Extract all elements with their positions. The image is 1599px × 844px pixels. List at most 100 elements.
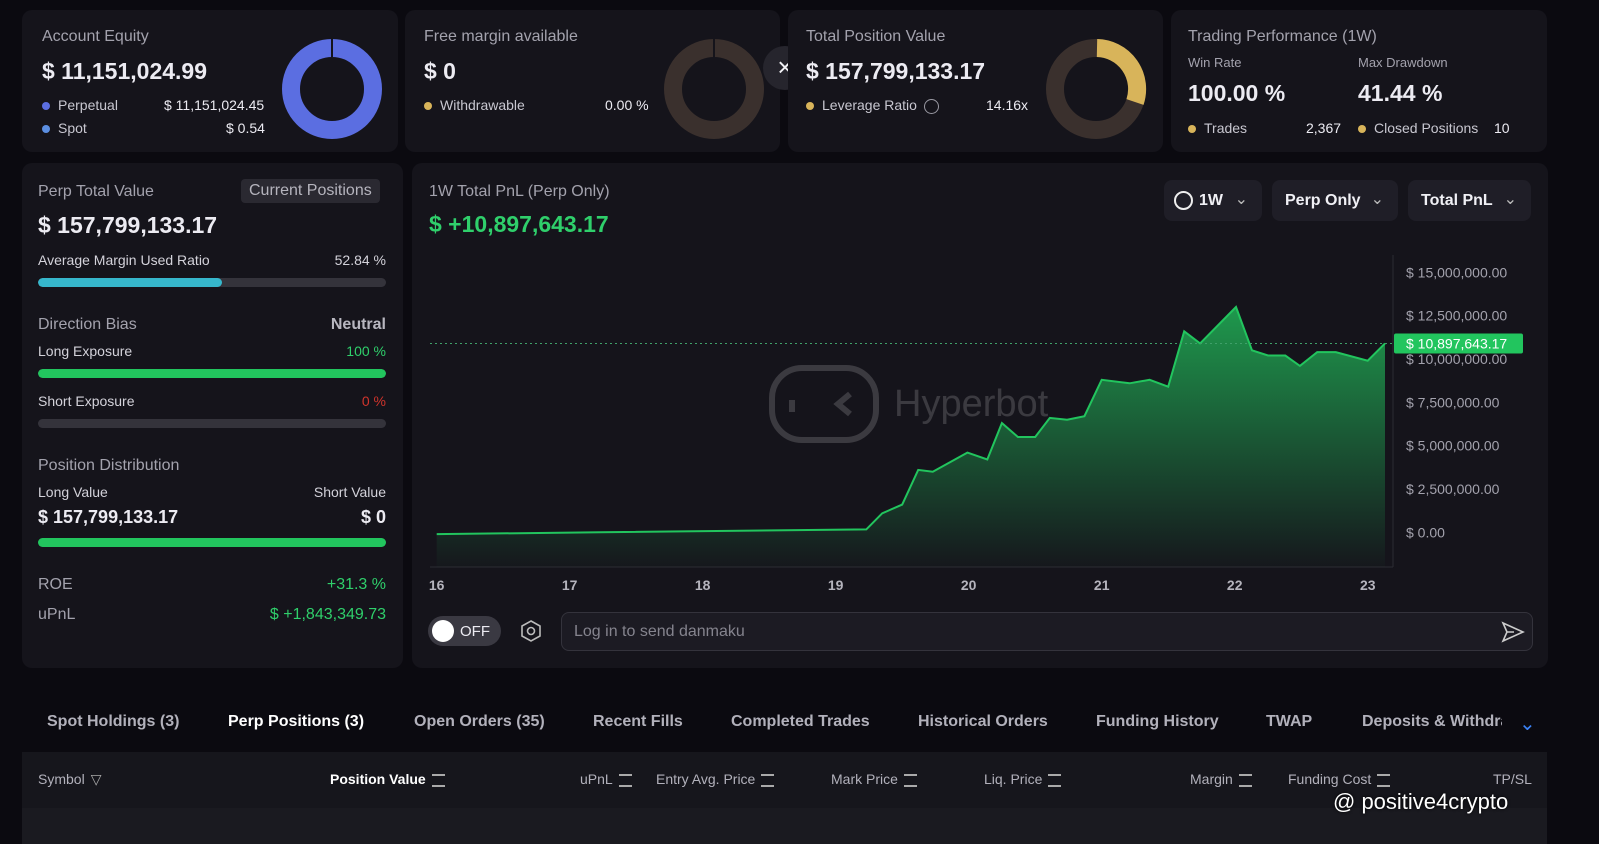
hexagon [521, 620, 541, 642]
table-row [22, 808, 1547, 844]
y-tick-label: $ 7,500,000.00 [1406, 394, 1500, 410]
bias-value: Neutral [330, 316, 386, 333]
dropdown[interactable]: 1W ⌄ [1164, 180, 1262, 221]
sort-icon [1377, 773, 1391, 787]
send-shape [1501, 621, 1525, 643]
dist-value: $ 157,799,133.17 [38, 507, 179, 527]
area [436, 307, 1385, 567]
performance-card: Trading Performance (1W) Win Rate 100.00… [1171, 10, 1547, 152]
roe-name: ROE [38, 576, 73, 593]
dropdown[interactable]: Perp Only ⌄ [1272, 180, 1398, 221]
stat-value: 100.00 % [1188, 80, 1286, 106]
sort-icon [1048, 773, 1062, 787]
tab[interactable]: Spot Holdings (3) [47, 713, 180, 730]
column-header[interactable]: Mark Price [831, 771, 917, 787]
dist-name: Long Value [38, 484, 108, 500]
y-tick-label: $ 2,500,000.00 [1406, 481, 1500, 497]
card-label: Total Position Value [806, 28, 946, 45]
x-tick-label: 23 [1360, 577, 1376, 593]
exposure-value: 100 % [346, 343, 386, 359]
sort-icon [1238, 773, 1252, 787]
column-header[interactable]: Position Value [330, 771, 445, 787]
sort-icon [761, 773, 775, 787]
pnl-chart: Hyperbot $ 0.00 $ 2,500,000.00 $ 5,000,000… [429, 255, 1523, 593]
tab[interactable]: Open Orders (35) [414, 713, 545, 730]
y-tick-label: $ 5,000,000.00 [1406, 438, 1500, 454]
legend-name: Trades [1188, 120, 1247, 136]
dist-bar [38, 538, 386, 547]
legend-text: Closed Positions [1374, 120, 1479, 136]
legend-value: $ 11,151,024.45 [164, 97, 265, 113]
tab[interactable]: TWAP [1266, 713, 1313, 730]
card-label: Free margin available [424, 28, 578, 45]
column-header[interactable]: Funding Cost [1288, 771, 1391, 787]
y-tick-label: $ 10,000,000.00 [1406, 351, 1507, 367]
legend-value: 14.16x [986, 97, 1029, 113]
legend-text: Leverage Ratio [822, 97, 917, 113]
x-tick-label: 17 [562, 577, 578, 593]
exposure-name: Long Exposure [38, 343, 133, 359]
donut [1046, 39, 1147, 139]
current-label: $ 10,897,643.17 [1406, 335, 1507, 351]
tab[interactable]: Deposits & Withdra [1362, 713, 1502, 730]
settings-icon[interactable] [519, 619, 543, 643]
chart-headline: $ +10,897,643.17 [429, 211, 609, 237]
column-header[interactable]: Liq. Price [984, 771, 1062, 787]
chevron: ⌄ [1234, 191, 1248, 208]
table-header [22, 752, 1547, 808]
column-header[interactable]: Entry Avg. Price [656, 771, 775, 787]
column-header[interactable]: Symbol ▽ [38, 771, 102, 787]
dist-name: Short Value [313, 484, 386, 500]
column-header[interactable]: uPnL [580, 771, 632, 787]
ratio-bar [38, 278, 222, 287]
exposure-value: 0 % [361, 393, 386, 409]
dropdown[interactable]: Total PnL ⌄ [1408, 180, 1531, 221]
legend-name: Closed Positions [1358, 120, 1478, 136]
logo-mark [789, 391, 852, 417]
send-icon[interactable] [1500, 619, 1526, 645]
y-tick-label: $ 15,000,000.00 [1406, 264, 1507, 280]
help-icon[interactable] [923, 98, 939, 114]
legend-name: Perpetual [42, 97, 118, 113]
watermark-logo: Hyperbot [769, 365, 1049, 443]
stat-value: 41.44 % [1358, 80, 1443, 106]
exposure-track [38, 369, 386, 378]
position-card: Total Position Value $ 157,799,133.17 Le… [788, 10, 1163, 152]
panel-label: Perp Total Value [38, 183, 154, 200]
tab[interactable]: Recent Fills [593, 713, 683, 730]
column-header[interactable]: TP/SL [1493, 771, 1532, 787]
tab[interactable]: Historical Orders [918, 713, 1048, 730]
chevron: ⌄ [1503, 191, 1517, 208]
card-value: $ 11,151,024.99 [42, 58, 207, 84]
clock-icon [1174, 191, 1193, 210]
column-header[interactable]: Margin [1190, 771, 1252, 787]
tab[interactable]: Perp Positions (3) [228, 713, 365, 730]
donut-ring [664, 39, 764, 139]
logo-shape [769, 365, 879, 443]
section-label: Direction Bias [38, 316, 137, 333]
tab[interactable]: Funding History [1096, 713, 1219, 730]
dropdown-text: 1W [1199, 192, 1223, 209]
legend-value: 2,367 [1306, 120, 1342, 136]
section-label: Position Distribution [38, 457, 180, 474]
tabs-chevron[interactable]: ⌄ [1519, 713, 1536, 735]
x-tick-label: 19 [828, 577, 844, 593]
roe-value: +31.3 % [326, 576, 386, 593]
exposure-track [38, 419, 386, 428]
danmaku-input[interactable]: Log in to send danmaku [561, 612, 1533, 651]
dist-value: $ 0 [360, 507, 386, 527]
upnl-value: $ +1,843,349.73 [269, 606, 386, 623]
x-tick-label: 20 [961, 577, 977, 593]
legend-value: $ 0.54 [226, 120, 265, 136]
legend-text: Spot [58, 120, 87, 136]
x-tick-label: 16 [429, 577, 445, 593]
legend-value: 10 [1494, 120, 1510, 136]
toggle-text: OFF [460, 623, 490, 640]
toggle-knob [432, 620, 454, 642]
danmaku-toggle[interactable]: OFF [428, 616, 501, 646]
gear-hole [526, 626, 536, 636]
exposure-bar [38, 369, 386, 378]
tab[interactable]: Completed Trades [731, 713, 870, 730]
positions-button[interactable]: Current Positions [241, 179, 380, 203]
